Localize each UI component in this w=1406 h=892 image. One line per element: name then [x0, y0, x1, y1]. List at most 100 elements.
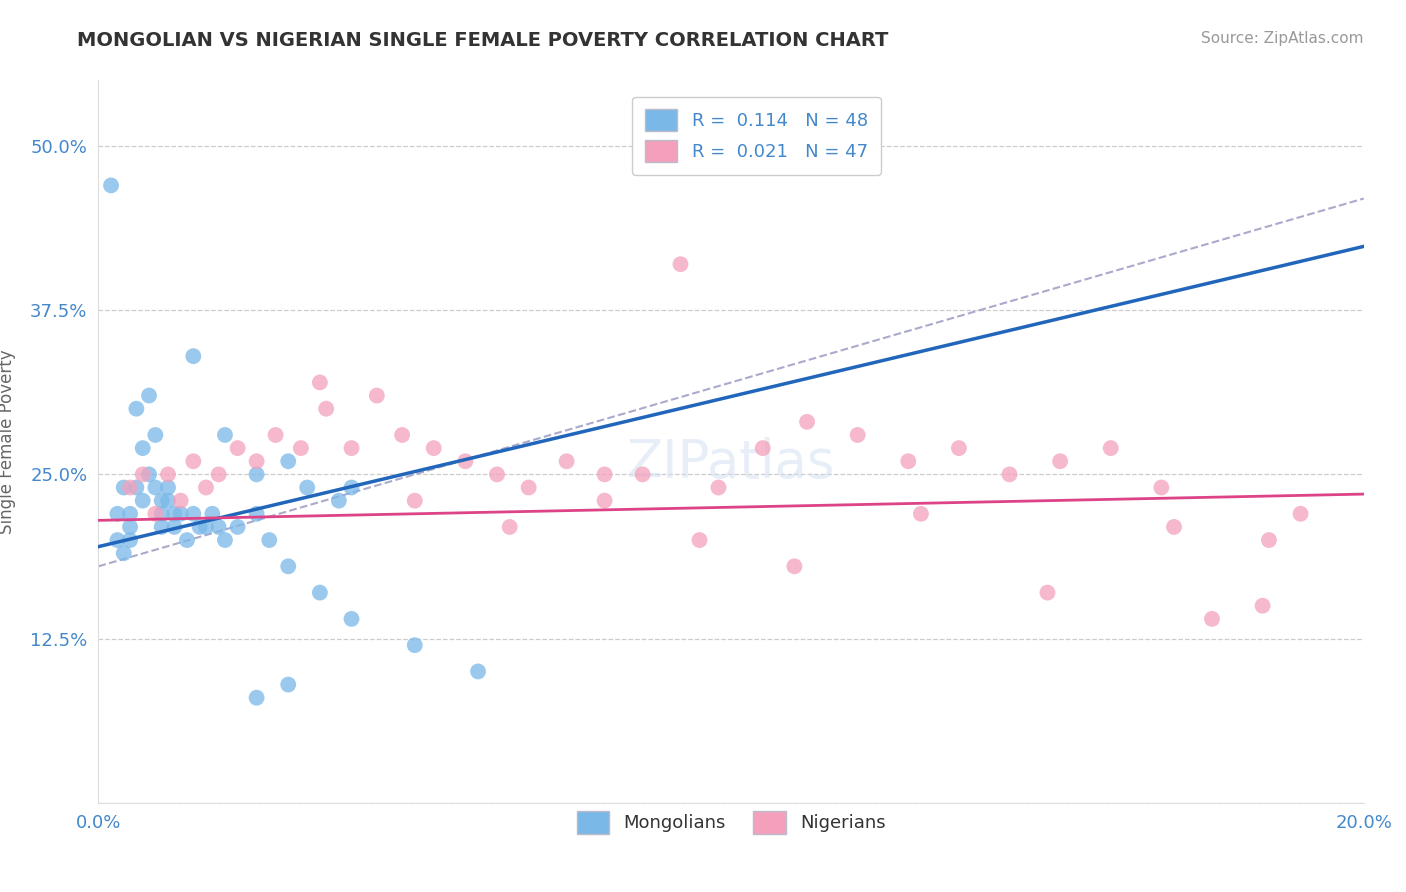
- Legend: Mongolians, Nigerians: Mongolians, Nigerians: [569, 805, 893, 841]
- Point: [183, 507, 205, 521]
- Point: [1036, 585, 1059, 599]
- Point: [796, 415, 818, 429]
- Point: [150, 493, 173, 508]
- Text: ZIPatlas: ZIPatlas: [627, 437, 835, 489]
- Point: [498, 520, 520, 534]
- Point: [593, 493, 616, 508]
- Point: [1150, 481, 1173, 495]
- Point: [1289, 507, 1312, 521]
- Point: [246, 467, 269, 482]
- Point: [1251, 599, 1274, 613]
- Point: [454, 454, 477, 468]
- Point: [100, 178, 122, 193]
- Point: [150, 507, 173, 521]
- Point: [214, 428, 236, 442]
- Point: [328, 493, 350, 508]
- Point: [176, 533, 198, 547]
- Point: [169, 493, 191, 508]
- Point: [846, 428, 869, 442]
- Point: [340, 612, 363, 626]
- Point: [112, 546, 135, 560]
- Point: [688, 533, 710, 547]
- Point: [1257, 533, 1279, 547]
- Point: [183, 454, 205, 468]
- Point: [277, 559, 299, 574]
- Point: [467, 665, 489, 679]
- Point: [593, 467, 616, 482]
- Point: [246, 507, 269, 521]
- Point: [125, 401, 148, 416]
- Point: [669, 257, 692, 271]
- Point: [264, 428, 287, 442]
- Point: [290, 441, 312, 455]
- Point: [201, 507, 224, 521]
- Point: [120, 533, 141, 547]
- Point: [910, 507, 932, 521]
- Point: [340, 481, 363, 495]
- Point: [277, 454, 299, 468]
- Point: [259, 533, 281, 547]
- Point: [194, 481, 218, 495]
- Point: [517, 481, 540, 495]
- Point: [246, 690, 269, 705]
- Point: [631, 467, 654, 482]
- Point: [132, 467, 155, 482]
- Point: [138, 388, 160, 402]
- Point: [422, 441, 444, 455]
- Text: MONGOLIAN VS NIGERIAN SINGLE FEMALE POVERTY CORRELATION CHART: MONGOLIAN VS NIGERIAN SINGLE FEMALE POVE…: [77, 31, 889, 50]
- Point: [125, 481, 148, 495]
- Point: [145, 428, 166, 442]
- Point: [145, 481, 166, 495]
- Point: [194, 520, 218, 534]
- Point: [120, 481, 141, 495]
- Point: [183, 349, 205, 363]
- Point: [188, 520, 211, 534]
- Text: Source: ZipAtlas.com: Source: ZipAtlas.com: [1201, 31, 1364, 46]
- Point: [107, 507, 129, 521]
- Point: [1099, 441, 1122, 455]
- Point: [1049, 454, 1071, 468]
- Point: [948, 441, 970, 455]
- Point: [309, 585, 332, 599]
- Point: [340, 441, 363, 455]
- Point: [226, 441, 249, 455]
- Point: [112, 481, 135, 495]
- Point: [309, 376, 332, 390]
- Point: [163, 520, 186, 534]
- Point: [277, 677, 299, 691]
- Point: [246, 454, 269, 468]
- Point: [120, 520, 141, 534]
- Point: [208, 520, 231, 534]
- Point: [391, 428, 413, 442]
- Point: [157, 467, 180, 482]
- Point: [107, 533, 129, 547]
- Point: [157, 493, 180, 508]
- Point: [297, 481, 319, 495]
- Point: [555, 454, 578, 468]
- Point: [1163, 520, 1185, 534]
- Point: [751, 441, 773, 455]
- Point: [486, 467, 509, 482]
- Point: [226, 520, 249, 534]
- Point: [366, 388, 388, 402]
- Point: [132, 441, 155, 455]
- Point: [783, 559, 806, 574]
- Point: [145, 507, 166, 521]
- Point: [120, 507, 141, 521]
- Point: [163, 507, 186, 521]
- Point: [707, 481, 730, 495]
- Point: [138, 467, 160, 482]
- Point: [157, 481, 180, 495]
- Point: [404, 638, 426, 652]
- Point: [315, 401, 337, 416]
- Point: [1201, 612, 1223, 626]
- Point: [404, 493, 426, 508]
- Y-axis label: Single Female Poverty: Single Female Poverty: [0, 350, 15, 533]
- Point: [132, 493, 155, 508]
- Point: [897, 454, 920, 468]
- Point: [150, 520, 173, 534]
- Point: [998, 467, 1021, 482]
- Point: [214, 533, 236, 547]
- Point: [169, 507, 191, 521]
- Point: [208, 467, 231, 482]
